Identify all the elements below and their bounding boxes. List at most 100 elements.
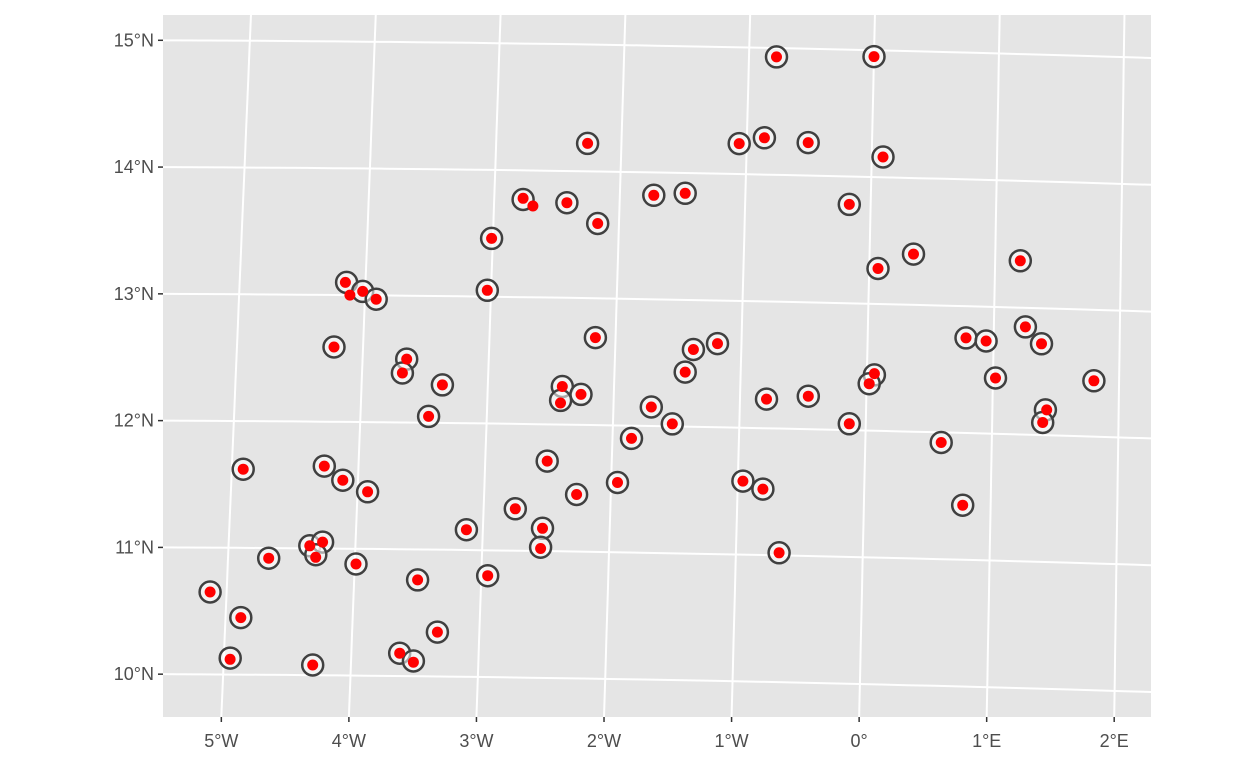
location-dot	[868, 51, 880, 63]
x-tick-label: 4°W	[332, 731, 366, 751]
location-dot	[412, 574, 424, 586]
location-dot	[1037, 417, 1049, 428]
location-dot	[589, 332, 601, 344]
location-dot	[481, 284, 493, 296]
parallel-line	[163, 39, 1151, 60]
location-dot	[863, 378, 875, 390]
location-dot	[957, 499, 969, 511]
location-dot	[337, 474, 349, 486]
location-dot	[350, 558, 362, 570]
y-tick-label: 15°N	[114, 30, 154, 50]
location-dot	[318, 460, 330, 472]
location-dot	[872, 263, 884, 274]
location-dot	[344, 289, 356, 301]
parallel-line	[163, 292, 1151, 313]
location-dot	[486, 232, 498, 244]
location-dot	[679, 366, 691, 378]
location-dot	[687, 344, 699, 355]
location-dot	[1036, 338, 1047, 350]
location-dot	[460, 524, 472, 536]
location-dot	[612, 477, 623, 488]
location-dot	[423, 410, 435, 422]
location-dot	[436, 379, 448, 391]
location-dot	[802, 137, 814, 149]
location-dot	[648, 189, 660, 201]
points-layer	[198, 44, 1106, 677]
location-dot	[535, 543, 547, 554]
location-dot	[592, 218, 604, 229]
location-dot	[509, 503, 521, 515]
parallel-line	[163, 673, 1151, 693]
location-dot	[582, 137, 594, 149]
location-dot	[1019, 321, 1031, 333]
x-tick-label: 1°W	[714, 731, 748, 751]
meridian-line	[475, 15, 502, 717]
location-dot	[394, 647, 406, 659]
x-axis: 5°W 4°W 3°W 2°W 1°W 0° 1°E 2°E	[204, 717, 1129, 751]
location-dot	[396, 367, 408, 379]
location-dot	[517, 192, 529, 204]
location-dot	[370, 293, 382, 305]
location-dot	[980, 335, 992, 347]
y-tick-label: 12°N	[114, 411, 154, 431]
parallel-line	[163, 166, 1151, 186]
location-dot	[317, 536, 329, 548]
y-tick-label: 11°N	[115, 537, 154, 557]
location-dot	[771, 51, 782, 63]
location-dot	[339, 276, 351, 288]
location-dot	[666, 418, 678, 430]
location-dot	[1088, 375, 1100, 387]
panel-background	[163, 15, 1151, 717]
location-dot	[263, 552, 275, 564]
location-dot	[908, 248, 919, 260]
location-dot	[482, 570, 494, 582]
location-dot	[733, 138, 745, 150]
location-dot	[310, 551, 322, 563]
location-dot	[362, 486, 374, 498]
y-tick-label: 10°N	[114, 664, 154, 684]
location-dot	[307, 659, 319, 671]
location-dot	[328, 341, 340, 353]
x-tick-label: 2°E	[1100, 731, 1129, 751]
location-dot	[757, 483, 769, 495]
x-tick-label: 0°	[851, 731, 868, 751]
location-dot	[679, 187, 691, 199]
location-dot	[401, 353, 413, 365]
x-tick-label: 5°W	[204, 731, 238, 751]
location-dot	[737, 475, 749, 487]
location-dot	[712, 338, 723, 350]
meridian-line	[220, 15, 252, 717]
location-dot	[575, 388, 587, 400]
location-dot	[527, 200, 539, 212]
location-dot	[645, 401, 657, 413]
location-dot	[626, 432, 637, 444]
location-dot	[802, 390, 814, 402]
location-dot	[556, 381, 568, 392]
location-dot	[537, 522, 548, 534]
location-dot	[571, 489, 583, 500]
y-tick-label: 13°N	[114, 284, 154, 304]
location-dot	[758, 132, 770, 144]
location-dot	[541, 455, 553, 467]
location-dot	[868, 368, 880, 380]
y-tick-label: 14°N	[114, 157, 154, 177]
location-dot	[561, 197, 573, 209]
location-dot	[761, 393, 772, 405]
meridian-line	[1113, 15, 1126, 717]
location-dot	[407, 656, 419, 668]
location-dot	[960, 332, 972, 344]
location-dot	[204, 586, 216, 598]
location-dot	[843, 418, 855, 430]
location-dot	[304, 540, 316, 552]
location-dot	[235, 612, 247, 624]
meridian-line	[602, 15, 627, 717]
x-tick-label: 3°W	[459, 731, 493, 751]
location-dot	[357, 285, 369, 297]
location-dot	[773, 547, 785, 559]
y-axis: 10°N 11°N 12°N 13°N 14°N 15°N	[114, 30, 163, 684]
location-dot	[431, 626, 443, 638]
location-dot	[1014, 255, 1026, 267]
location-dot	[237, 463, 249, 475]
location-dot	[555, 397, 566, 409]
